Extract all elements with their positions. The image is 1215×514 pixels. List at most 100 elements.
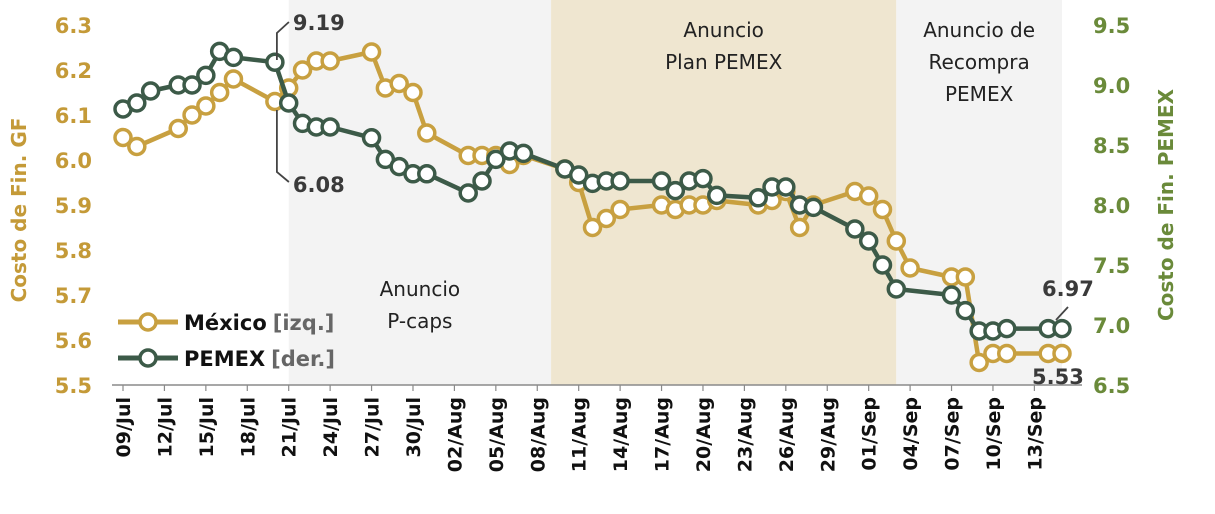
svg-text:PEMEX[der.]: PEMEX [der.]: [184, 347, 335, 371]
data-point-pemex: [513, 143, 534, 164]
region-label-pcaps: P-caps: [387, 309, 452, 333]
legend-item-pemex: PEMEX [der.]: [118, 347, 335, 371]
annotation-label: 6.97: [1042, 277, 1094, 301]
data-point-pemex: [196, 65, 216, 86]
right-tick-label: 9.5: [1093, 14, 1130, 38]
x-tick-label: 12/Jul: [154, 397, 176, 458]
data-point-pemex: [651, 171, 672, 191]
data-point-mexico: [969, 352, 989, 373]
data-point-pemex: [748, 188, 768, 208]
data-point-mexico: [610, 199, 630, 220]
data-point-mexico: [1052, 343, 1072, 364]
legend-label-mexico: México: [184, 311, 267, 335]
data-point-mexico: [596, 208, 617, 229]
data-point-mexico: [417, 123, 437, 143]
annotation-label: 5.53: [1032, 365, 1084, 389]
data-point-mexico: [900, 258, 920, 278]
data-point-mexico: [168, 118, 188, 139]
right-tick-label: 6.5: [1093, 374, 1130, 398]
x-tick-label: 09/Jul: [113, 397, 135, 458]
data-point-mexico: [113, 127, 133, 148]
right-y-axis: 6.5 7.0 7.5 8.0 8.5 9.0 9.5: [1093, 14, 1130, 398]
region-label-pcaps: Anuncio: [380, 277, 461, 301]
legend-item-mexico: México [izq.]: [118, 311, 334, 335]
data-point-pemex: [693, 168, 713, 189]
x-tick-label: 11/Aug: [569, 397, 591, 472]
x-tick-label: 08/Aug: [527, 397, 549, 472]
left-tick-label: 5.7: [55, 284, 92, 308]
left-tick-label: 5.6: [55, 329, 92, 353]
left-tick-label: 5.9: [55, 194, 92, 218]
x-tick-label: 14/Aug: [610, 397, 632, 472]
data-point-mexico: [182, 105, 202, 125]
data-point-mexico: [127, 136, 147, 157]
legend-label-pemex: PEMEX: [184, 347, 265, 371]
data-point-pemex: [872, 255, 893, 275]
x-tick-label: 23/Aug: [734, 397, 756, 472]
x-tick-label: 20/Aug: [693, 397, 715, 472]
annotation-label: 6.08: [293, 173, 345, 197]
x-tick-label: 27/Jul: [362, 397, 384, 458]
x-tick-label: 10/Sep: [983, 397, 1005, 471]
data-point-pemex: [458, 183, 478, 203]
left-axis-title: Costo de Fin. GF: [7, 118, 31, 303]
x-tick-label: 05/Aug: [486, 397, 508, 472]
data-point-pemex: [320, 117, 340, 137]
annotation-leader: [1055, 306, 1069, 321]
left-tick-label: 6.3: [55, 14, 92, 38]
data-point-pemex: [1052, 318, 1072, 339]
left-y-axis: 5.5 5.6 5.7 5.8 5.9 6.0 6.1 6.2 6.3: [55, 14, 92, 398]
data-point-pemex: [568, 165, 589, 185]
x-tick-label: 02/Aug: [444, 397, 466, 472]
data-point-pemex: [955, 300, 976, 321]
data-point-pemex: [361, 128, 382, 148]
data-point-mexico: [223, 69, 244, 89]
annotation-leader: [275, 21, 290, 60]
data-point-pemex: [941, 285, 962, 305]
data-point-mexico: [858, 186, 879, 206]
data-point-mexico: [196, 96, 216, 116]
right-tick-label: 9.0: [1093, 74, 1130, 98]
left-tick-label: 5.5: [55, 374, 92, 398]
data-point-pemex: [223, 47, 244, 68]
left-tick-label: 5.8: [55, 239, 92, 263]
annotation-leader: [275, 110, 290, 183]
svg-text:México[izq.]: México [izq.]: [184, 311, 334, 335]
right-tick-label: 7.5: [1093, 254, 1130, 278]
data-point-pemex: [845, 219, 865, 239]
data-point-pemex: [707, 185, 727, 206]
x-tick-label: 18/Jul: [237, 397, 259, 458]
x-tick-label: 07/Sep: [942, 397, 964, 471]
data-point-pemex: [182, 75, 202, 95]
x-tick-label: 13/Sep: [1024, 397, 1046, 471]
data-point-pemex: [997, 318, 1017, 339]
x-tick-label: 21/Jul: [279, 397, 301, 458]
right-axis-title: Costo de Fin. PEMEX: [1154, 88, 1178, 321]
data-point-pemex: [886, 279, 907, 299]
legend-tag-pemex: [der.]: [271, 347, 335, 371]
right-tick-label: 8.5: [1093, 134, 1130, 158]
data-point-mexico: [389, 73, 409, 94]
data-point-mexico: [886, 231, 907, 251]
data-point-pemex: [486, 149, 506, 170]
annotations: 9.19 6.08 6.97 5.53: [275, 11, 1094, 389]
data-point-mexico: [361, 42, 382, 62]
left-tick-label: 6.1: [55, 104, 92, 128]
data-point-mexico: [872, 199, 893, 220]
data-point-pemex: [265, 52, 285, 72]
region-labels: Anuncio P-caps Anuncio Plan PEMEX Anuncio de…: [380, 18, 1035, 333]
region-label-plan: Plan PEMEX: [665, 50, 782, 74]
data-point-pemex: [417, 164, 437, 184]
region-label-recompra: Recompra: [929, 50, 1030, 74]
left-tick-label: 6.0: [55, 149, 92, 173]
series: [113, 41, 1072, 373]
data-point-pemex: [127, 93, 147, 113]
x-tick-label: 01/Sep: [859, 397, 881, 471]
x-tick-label: 15/Jul: [196, 397, 218, 458]
data-point-mexico: [997, 343, 1017, 364]
legend-tag-mexico: [izq.]: [273, 311, 335, 335]
region-label-recompra: PEMEX: [945, 82, 1014, 106]
series-pemex: [113, 41, 1072, 341]
region-label-recompra: Anuncio de: [923, 18, 1035, 42]
data-point-pemex: [140, 81, 161, 101]
